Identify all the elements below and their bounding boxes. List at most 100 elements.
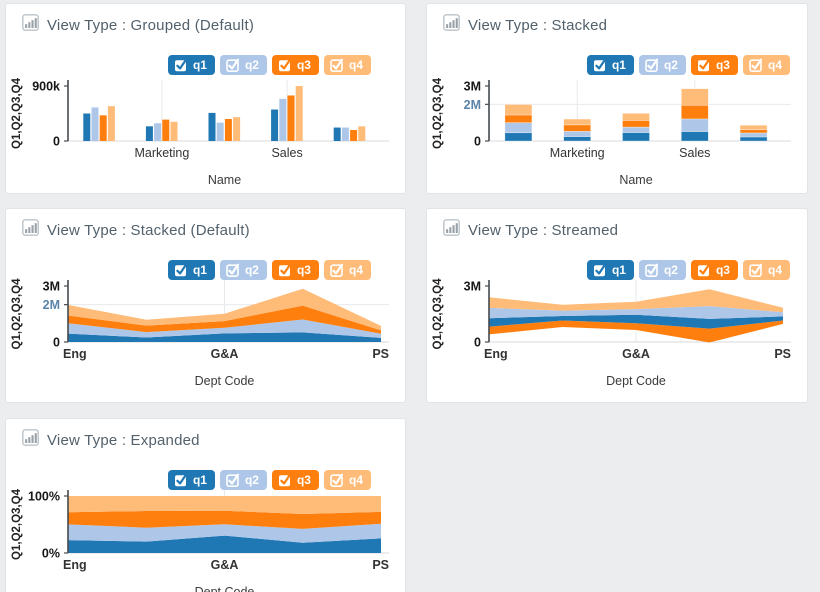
panel-header: View Type : Stacked — [443, 14, 607, 36]
bars-q3[interactable] — [99, 95, 358, 141]
y-tick-label: 900k — [32, 80, 60, 94]
area-q3[interactable] — [489, 320, 783, 343]
legend-toggle-q1[interactable]: q1 — [586, 260, 634, 280]
y-tick-label: 3M — [43, 280, 60, 294]
area-q4[interactable] — [68, 288, 381, 331]
bar-segment-q3[interactable] — [563, 124, 591, 132]
bar-segment-q1[interactable] — [504, 132, 533, 142]
legend-toggle-q3[interactable]: q3 — [271, 55, 319, 75]
legend-label: q2 — [663, 263, 678, 277]
bar-segment-q2[interactable] — [681, 118, 709, 132]
legend-label: q2 — [663, 58, 678, 72]
legend-toggle-q2[interactable]: q2 — [638, 55, 686, 75]
bar-segment-q4[interactable] — [739, 124, 768, 130]
bar-segment-q4[interactable] — [622, 113, 650, 121]
checkbox-checked-icon — [749, 263, 763, 277]
legend-toggle-q1[interactable]: q1 — [167, 260, 215, 280]
bar-segment-q1[interactable] — [739, 136, 768, 142]
legend-toggle-q4[interactable]: q4 — [323, 470, 371, 490]
bar-chart-icon — [443, 14, 460, 36]
legend-toggle-q1[interactable]: q1 — [167, 55, 215, 75]
legend-toggle-q2[interactable]: q2 — [219, 260, 267, 280]
legend-toggle-q2[interactable]: q2 — [219, 470, 267, 490]
checkbox-checked-icon — [697, 58, 711, 72]
area-q3[interactable] — [68, 510, 381, 529]
legend-label: q2 — [244, 58, 259, 72]
grouped-bar-chart[interactable]: 900k 0 Marketing Sales Name Q1,Q2,Q3,Q4 — [6, 4, 405, 193]
area-q4[interactable] — [489, 289, 783, 313]
area-q1[interactable] — [68, 332, 381, 342]
area-q1[interactable] — [489, 314, 783, 329]
y-tick-label: 0% — [42, 547, 60, 561]
bar-segment-q4[interactable] — [563, 118, 591, 126]
legend-toggle-q1[interactable]: q1 — [167, 470, 215, 490]
bar-chart-icon — [22, 14, 39, 36]
bar-segment-q2[interactable] — [563, 130, 591, 137]
legend-label: q1 — [611, 58, 626, 72]
bar-segment-q1[interactable] — [563, 136, 591, 142]
legend-toggle-q3[interactable]: q3 — [271, 470, 319, 490]
y-axis-title: Q1,Q2,Q3,Q4 — [11, 77, 23, 149]
checkbox-checked-icon — [174, 58, 188, 72]
bar-segment-q3[interactable] — [681, 104, 709, 120]
legend-toggle-q3[interactable]: q3 — [690, 260, 738, 280]
checkbox-checked-icon — [278, 263, 292, 277]
x-tick-label: G&A — [622, 347, 650, 361]
panel-grouped: View Type : Grouped (Default) q1 q2 q3 q4 9… — [5, 3, 406, 194]
series-legend: q1 q2 q3 q4 — [586, 260, 790, 280]
legend-toggle-q3[interactable]: q3 — [271, 260, 319, 280]
y-axis-title: Q1,Q2,Q3,Q4 — [432, 278, 444, 350]
checkbox-checked-icon — [278, 58, 292, 72]
x-tick-label: Marketing — [550, 146, 605, 160]
checkbox-checked-icon — [593, 263, 607, 277]
legend-toggle-q4[interactable]: q4 — [742, 260, 790, 280]
bars-q1[interactable] — [83, 109, 341, 141]
x-tick-label: Sales — [679, 146, 710, 160]
legend-toggle-q2[interactable]: q2 — [219, 55, 267, 75]
bar-segment-q3[interactable] — [504, 114, 533, 123]
series-legend: q1 q2 q3 q4 — [167, 470, 371, 490]
bars-q4[interactable] — [107, 86, 366, 141]
legend-toggle-q1[interactable]: q1 — [586, 55, 634, 75]
bar-chart-icon — [22, 219, 39, 241]
legend-toggle-q4[interactable]: q4 — [323, 55, 371, 75]
bar-segment-q2[interactable] — [739, 132, 768, 138]
y-tick-label: 0 — [53, 135, 60, 149]
y-tick-label: 2M — [464, 98, 481, 112]
legend-label: q1 — [192, 473, 207, 487]
legend-label: q1 — [611, 263, 626, 277]
x-axis-title: Name — [619, 173, 652, 187]
x-tick-label: PS — [774, 347, 791, 361]
bar-segment-q4[interactable] — [504, 104, 533, 116]
legend-toggle-q2[interactable]: q2 — [638, 260, 686, 280]
area-q1[interactable] — [68, 535, 381, 553]
bar-segment-q1[interactable] — [681, 131, 709, 142]
bar-segment-q4[interactable] — [681, 88, 709, 106]
x-tick-label: Eng — [484, 347, 508, 361]
area-q3[interactable] — [68, 305, 381, 334]
legend-toggle-q4[interactable]: q4 — [323, 260, 371, 280]
x-axis-title: Dept Code — [606, 374, 666, 388]
legend-toggle-q4[interactable]: q4 — [742, 55, 790, 75]
bar-segment-q3[interactable] — [739, 129, 768, 134]
legend-label: q4 — [348, 263, 363, 277]
bars-q2[interactable] — [91, 98, 349, 141]
panel-expanded: View Type : Expanded q1 q2 q3 q4 100% 0% Eng G… — [5, 418, 406, 592]
legend-toggle-q3[interactable]: q3 — [690, 55, 738, 75]
bar-segment-q3[interactable] — [622, 120, 650, 128]
bar-segment-q2[interactable] — [622, 126, 650, 133]
area-q2[interactable] — [489, 306, 783, 319]
legend-label: q2 — [244, 473, 259, 487]
area-q4[interactable] — [68, 496, 381, 514]
area-q2[interactable] — [68, 523, 381, 543]
legend-label: q1 — [192, 58, 207, 72]
expanded-area-chart[interactable]: 100% 0%Eng G&A PS Dept Code Q1,Q2,Q3,Q4 — [6, 419, 405, 592]
stacked-bar-chart[interactable]: 3M 2M 0 Marketing Sales Name Q1,Q2,Q3,Q4 — [427, 4, 807, 193]
series-legend: q1 q2 q3 q4 — [167, 260, 371, 280]
area-q2[interactable] — [68, 319, 381, 338]
bar-segment-q2[interactable] — [504, 122, 533, 134]
panel-title: View Type : Expanded — [47, 431, 200, 449]
bar-segment-q1[interactable] — [622, 132, 650, 142]
